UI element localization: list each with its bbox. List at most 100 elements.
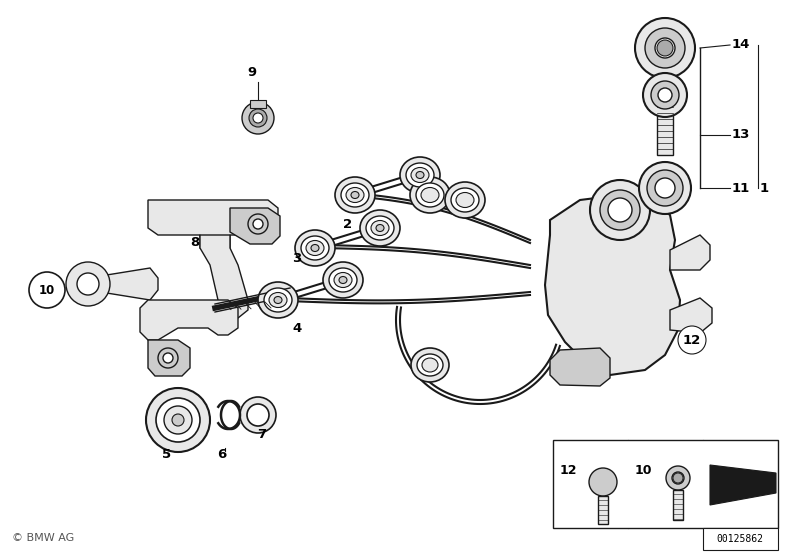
Circle shape bbox=[240, 397, 276, 433]
Circle shape bbox=[29, 272, 65, 308]
Ellipse shape bbox=[410, 177, 450, 213]
Text: 00125862: 00125862 bbox=[717, 534, 764, 544]
Circle shape bbox=[146, 388, 210, 452]
Circle shape bbox=[647, 170, 683, 206]
Ellipse shape bbox=[274, 296, 282, 304]
Circle shape bbox=[655, 85, 675, 105]
Text: 10: 10 bbox=[39, 283, 55, 296]
Circle shape bbox=[249, 109, 267, 127]
Circle shape bbox=[666, 466, 690, 490]
Circle shape bbox=[158, 348, 178, 368]
Polygon shape bbox=[710, 465, 776, 505]
Circle shape bbox=[651, 174, 679, 202]
Circle shape bbox=[66, 262, 110, 306]
Ellipse shape bbox=[411, 168, 429, 182]
Polygon shape bbox=[200, 235, 248, 318]
Polygon shape bbox=[230, 208, 280, 244]
Circle shape bbox=[250, 110, 266, 126]
Circle shape bbox=[164, 406, 192, 434]
Bar bbox=[553, 440, 778, 528]
Polygon shape bbox=[140, 300, 238, 340]
Ellipse shape bbox=[258, 282, 298, 318]
Text: 4: 4 bbox=[292, 321, 302, 334]
Circle shape bbox=[658, 88, 672, 102]
Ellipse shape bbox=[411, 348, 449, 382]
Ellipse shape bbox=[351, 192, 359, 198]
Text: 9: 9 bbox=[248, 65, 256, 78]
Polygon shape bbox=[670, 298, 712, 333]
Ellipse shape bbox=[456, 192, 474, 207]
Circle shape bbox=[673, 473, 683, 483]
Ellipse shape bbox=[416, 183, 444, 207]
Ellipse shape bbox=[341, 183, 369, 207]
Ellipse shape bbox=[346, 187, 364, 202]
Circle shape bbox=[643, 73, 687, 117]
Text: 8: 8 bbox=[190, 235, 200, 249]
Ellipse shape bbox=[301, 236, 329, 260]
Ellipse shape bbox=[269, 292, 287, 307]
Circle shape bbox=[172, 414, 184, 426]
Polygon shape bbox=[88, 268, 158, 300]
Circle shape bbox=[590, 180, 650, 240]
Text: 12: 12 bbox=[683, 334, 702, 347]
Circle shape bbox=[253, 113, 263, 123]
Ellipse shape bbox=[416, 172, 424, 178]
Ellipse shape bbox=[360, 210, 400, 246]
Bar bbox=[598, 496, 608, 524]
Ellipse shape bbox=[422, 358, 438, 372]
Circle shape bbox=[77, 273, 99, 295]
Ellipse shape bbox=[445, 182, 485, 218]
Ellipse shape bbox=[371, 220, 389, 235]
Circle shape bbox=[672, 472, 684, 484]
Text: 1: 1 bbox=[760, 182, 769, 195]
Text: 11: 11 bbox=[732, 182, 750, 195]
Bar bbox=[657, 105, 673, 155]
Circle shape bbox=[604, 194, 636, 226]
Polygon shape bbox=[244, 108, 272, 128]
Ellipse shape bbox=[417, 354, 443, 376]
Bar bbox=[703, 528, 778, 550]
Ellipse shape bbox=[400, 157, 440, 193]
Ellipse shape bbox=[295, 230, 335, 266]
Polygon shape bbox=[550, 348, 610, 386]
Circle shape bbox=[655, 178, 675, 198]
Circle shape bbox=[635, 18, 695, 78]
Ellipse shape bbox=[376, 225, 384, 231]
Text: 2: 2 bbox=[344, 219, 352, 231]
Circle shape bbox=[645, 28, 685, 68]
Text: 3: 3 bbox=[292, 252, 302, 264]
Text: 14: 14 bbox=[732, 39, 750, 51]
Text: 12: 12 bbox=[559, 463, 577, 476]
Circle shape bbox=[156, 398, 200, 442]
Circle shape bbox=[248, 214, 268, 234]
Circle shape bbox=[600, 190, 640, 230]
Circle shape bbox=[247, 404, 269, 426]
Circle shape bbox=[655, 38, 675, 58]
Text: 5: 5 bbox=[162, 448, 172, 462]
Text: © BMW AG: © BMW AG bbox=[12, 533, 74, 543]
Polygon shape bbox=[670, 235, 710, 270]
Ellipse shape bbox=[451, 188, 479, 212]
Polygon shape bbox=[148, 340, 190, 376]
Circle shape bbox=[657, 40, 673, 56]
Circle shape bbox=[608, 198, 632, 222]
Ellipse shape bbox=[264, 288, 292, 312]
Polygon shape bbox=[545, 195, 680, 375]
Ellipse shape bbox=[421, 187, 439, 202]
Circle shape bbox=[651, 81, 679, 109]
Circle shape bbox=[253, 219, 263, 229]
Ellipse shape bbox=[311, 244, 319, 252]
Ellipse shape bbox=[323, 262, 363, 298]
Circle shape bbox=[678, 326, 706, 354]
Ellipse shape bbox=[329, 268, 357, 292]
Ellipse shape bbox=[366, 216, 394, 240]
Ellipse shape bbox=[306, 240, 324, 255]
Circle shape bbox=[163, 353, 173, 363]
Text: 6: 6 bbox=[217, 448, 227, 462]
Circle shape bbox=[639, 162, 691, 214]
Polygon shape bbox=[250, 100, 266, 108]
Polygon shape bbox=[148, 200, 278, 255]
Text: 10: 10 bbox=[634, 463, 652, 476]
Circle shape bbox=[653, 36, 677, 60]
Ellipse shape bbox=[335, 177, 375, 213]
